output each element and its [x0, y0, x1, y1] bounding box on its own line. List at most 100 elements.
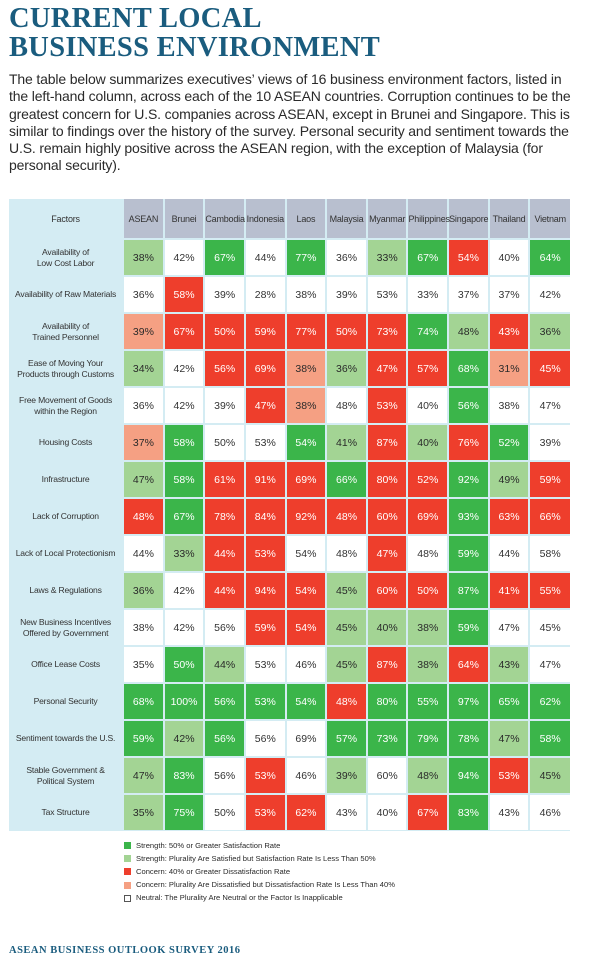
value-cell: 48%	[406, 534, 449, 572]
factor-label: Infrastructure	[9, 460, 124, 498]
value-cell: 59%	[243, 312, 286, 350]
legend-item: Strength: Plurality Are Satisfied but Sa…	[124, 852, 564, 865]
value-cell: 36%	[122, 275, 164, 313]
value-cell: 47%	[487, 608, 530, 646]
table-header-row: Factors ASEAN Brunei Cambodia Indonesia Laos…	[9, 199, 570, 239]
value-cell: 73%	[365, 312, 408, 350]
value-cell: 42%	[162, 719, 205, 757]
value-cell: 40%	[365, 608, 408, 646]
value-cell: 50%	[406, 571, 449, 609]
value-cell: 68%	[122, 682, 164, 720]
factor-label-line: Free Movement of Goods	[19, 395, 113, 405]
value-cell: 62%	[528, 682, 570, 720]
value-cell: 42%	[162, 349, 205, 387]
value-cell: 49%	[487, 460, 530, 498]
value-cell: 38%	[406, 608, 449, 646]
factor-label-line: within the Region	[34, 405, 97, 416]
value-cell: 47%	[487, 719, 530, 757]
table-row: Availability of Raw Materials 36% 58% 39% 28…	[9, 275, 570, 313]
legend-swatch	[124, 855, 131, 863]
value-cell: 97%	[447, 682, 489, 720]
value-cell: 75%	[162, 793, 205, 830]
value-cell: 80%	[365, 682, 408, 720]
table-row: Laws & Regulations 36% 42% 44% 94% 54% 45% 60% 5…	[9, 571, 570, 609]
value-cell: 45%	[528, 608, 570, 646]
value-cell: 56%	[203, 719, 245, 757]
value-cell: 45%	[528, 349, 570, 387]
value-cell: 48%	[325, 534, 367, 572]
table-row: Sentiment towards the U.S. 59% 42% 56% 56% 69…	[9, 719, 570, 757]
legend-label: Concern: 40% or Greater Dissatisfaction …	[136, 866, 291, 876]
value-cell: 53%	[243, 793, 286, 830]
legend-label: Concern: Plurality Are Dissatisfied but …	[136, 880, 396, 890]
legend-swatch	[124, 842, 131, 850]
factor-label: Availability of Low Cost Labor	[9, 238, 124, 276]
value-cell: 66%	[528, 497, 570, 535]
value-cell: 91%	[243, 460, 286, 498]
value-cell: 60%	[365, 571, 408, 609]
factor-label-line: Political System	[36, 775, 95, 786]
value-cell: 42%	[162, 608, 205, 646]
value-cell: 94%	[243, 571, 286, 609]
factor-label: Availability of Trained Personnel	[9, 312, 124, 350]
value-cell: 41%	[325, 423, 367, 461]
value-cell: 55%	[406, 682, 449, 720]
value-cell: 33%	[365, 238, 408, 276]
value-cell: 64%	[528, 238, 570, 276]
value-cell: 58%	[528, 534, 570, 572]
value-cell: 87%	[365, 423, 408, 461]
table-row: Availability of Low Cost Labor 38% 42% 67% 44…	[9, 238, 570, 276]
legend-swatch	[124, 881, 131, 889]
page-title-line-2: BUSINESS ENVIRONMENT	[9, 32, 381, 63]
value-cell: 84%	[243, 497, 286, 535]
value-cell: 66%	[325, 460, 367, 498]
value-cell: 56%	[203, 349, 245, 387]
value-cell: 56%	[203, 756, 245, 794]
value-cell: 48%	[406, 756, 449, 794]
table-row: Lack of Local Protectionism 44% 33% 44% 53% 5…	[9, 534, 570, 572]
factor-label: Lack of Local Protectionism	[9, 534, 124, 572]
value-cell: 48%	[447, 312, 489, 350]
value-cell: 53%	[487, 756, 530, 794]
factor-label: Laws & Regulations	[9, 571, 124, 609]
footer-label: ASEAN BUSINESS OUTLOOK SURVEY 2016	[9, 945, 241, 956]
value-cell: 42%	[162, 571, 205, 609]
factor-label-line: Office Lease Costs	[31, 659, 100, 670]
value-cell: 35%	[122, 645, 164, 683]
value-cell: 48%	[325, 386, 367, 424]
value-cell: 42%	[162, 386, 205, 424]
factor-label: Sentiment towards the U.S.	[9, 719, 124, 757]
factor-label: Lack of Corruption	[9, 497, 124, 535]
value-cell: 40%	[406, 386, 449, 424]
value-cell: 44%	[243, 238, 286, 276]
factor-label-line: Infrastructure	[41, 474, 90, 485]
factor-label-line: Availability of Raw Materials	[15, 289, 117, 300]
factor-label-line: Sentiment towards the U.S.	[15, 733, 116, 744]
factor-label-line: Housing Costs	[38, 437, 93, 448]
factor-label: Personal Security	[9, 682, 124, 720]
column-header-indonesia: Indonesia	[243, 199, 286, 239]
value-cell: 59%	[243, 608, 286, 646]
value-cell: 45%	[528, 756, 570, 794]
value-cell: 36%	[122, 571, 164, 609]
value-cell: 53%	[243, 645, 286, 683]
value-cell: 34%	[122, 349, 164, 387]
value-cell: 62%	[284, 793, 327, 830]
factor-label-line: Offered by Government	[22, 627, 109, 638]
factor-label-line: Personal Security	[33, 696, 98, 707]
value-cell: 33%	[162, 534, 205, 572]
value-cell: 65%	[487, 682, 530, 720]
legend-swatch	[124, 894, 131, 902]
column-header-vietnam: Vietnam	[528, 199, 570, 239]
value-cell: 45%	[325, 645, 367, 683]
value-cell: 45%	[325, 571, 367, 609]
value-cell: 83%	[162, 756, 205, 794]
value-cell: 56%	[243, 719, 286, 757]
value-cell: 39%	[203, 386, 245, 424]
value-cell: 37%	[487, 275, 530, 313]
factor-label: Ease of Moving Your Products through Cust…	[9, 349, 124, 387]
value-cell: 50%	[203, 423, 245, 461]
value-cell: 44%	[203, 571, 245, 609]
value-cell: 43%	[325, 793, 367, 830]
value-cell: 38%	[487, 386, 530, 424]
